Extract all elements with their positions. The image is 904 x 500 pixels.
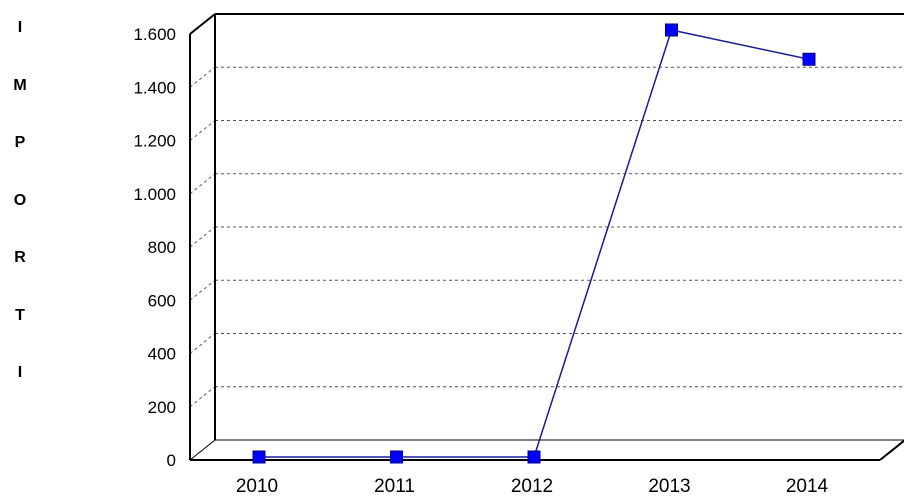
x-tick-label: 2014 (786, 476, 829, 497)
y-tick-label: 200 (148, 398, 176, 417)
y-tick-label: 1.600 (133, 25, 176, 44)
y-tick-label: 600 (148, 291, 176, 310)
data-point-marker (252, 450, 266, 464)
y-axis-title: I M P O R T I (0, 0, 40, 500)
gridline-depth (189, 226, 216, 248)
y-tick-label: 1.000 (133, 185, 176, 204)
y-tick-label: 400 (148, 345, 176, 364)
gridline-depth (189, 173, 216, 195)
y-axis-title-letter: I (17, 19, 23, 36)
y-axis-title-letter: T (15, 306, 25, 324)
gridline-depth (189, 333, 216, 354)
data-point-marker (802, 52, 816, 66)
y-tick-label: 0 (167, 451, 176, 470)
x-tick-label: 2012 (511, 476, 553, 497)
y-axis-title-letter: P (14, 134, 26, 151)
data-point-marker (665, 23, 678, 37)
y-axis-title-letter: R (14, 249, 26, 266)
y-tick-label: 800 (148, 238, 176, 257)
gridline-depth (189, 386, 216, 408)
y-tick-label: 1.400 (133, 78, 176, 97)
frame-top-left-depth (189, 13, 216, 35)
data-point-marker (390, 450, 403, 464)
frame-floor-right-edge (879, 439, 904, 461)
y-axis-title-letter: O (13, 191, 27, 209)
gridline-depth (189, 66, 216, 88)
series-line (259, 29, 810, 458)
y-tick-label: 1.200 (133, 132, 176, 151)
y-axis-title-letter: I (17, 364, 23, 381)
frame-floor-left-edge (189, 439, 216, 461)
gridline-depth (189, 120, 216, 141)
x-tick-label: 2011 (374, 476, 415, 497)
x-tick-label: 2010 (236, 476, 278, 497)
gridline-depth (189, 279, 216, 301)
y-axis-title-letter: M (13, 76, 27, 94)
data-point-marker (527, 450, 541, 464)
x-tick-label: 2013 (648, 476, 690, 497)
